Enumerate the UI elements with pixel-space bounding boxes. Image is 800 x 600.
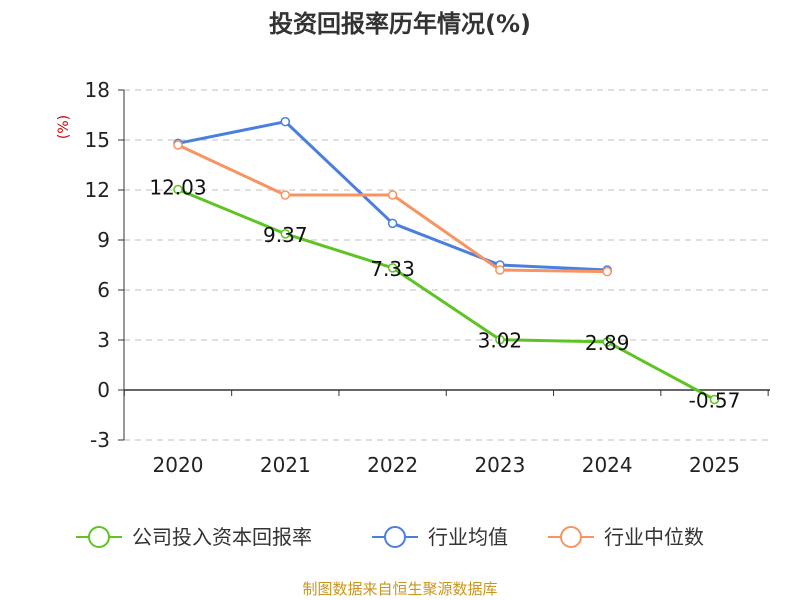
data-point	[173, 140, 183, 150]
data-point	[387, 263, 398, 273]
data-point	[280, 116, 291, 127]
series-layer	[173, 116, 720, 405]
legend-swatch-marker	[384, 526, 406, 548]
legend: 公司投入资本回报率 行业均值 行业中位数	[76, 525, 704, 549]
y-tick-label: 18	[85, 78, 110, 102]
y-tick-label: 0	[97, 378, 110, 402]
legend-label: 公司投入资本回报率	[132, 525, 312, 549]
data-label: 3.02	[478, 329, 523, 353]
y-tick-label: -3	[90, 428, 110, 452]
y-tick-label: 3	[97, 328, 110, 352]
data-point	[602, 337, 612, 347]
data-point	[280, 229, 291, 239]
legend-swatch-marker	[88, 526, 110, 548]
grid-layer	[124, 89, 770, 441]
x-tick-label: 2021	[260, 453, 311, 477]
legend-item[interactable]: 行业均值	[372, 525, 508, 549]
legend-label: 行业中位数	[604, 525, 704, 549]
legend-item[interactable]: 行业中位数	[548, 525, 704, 549]
data-point	[387, 218, 398, 229]
x-tick-label: 2023	[474, 453, 525, 477]
data-point	[495, 334, 505, 345]
data-point	[602, 266, 612, 277]
data-label: 9.37	[263, 223, 308, 247]
legend-item[interactable]: 公司投入资本回报率	[76, 525, 312, 549]
x-tick-label: 2020	[153, 453, 204, 477]
data-label: -0.57	[689, 389, 741, 413]
data-point	[387, 190, 398, 200]
source-note: 制图数据来自恒生聚源数据库	[302, 580, 497, 598]
x-tick-label: 2025	[689, 453, 740, 477]
y-tick-label: 6	[97, 278, 110, 302]
y-tick-label: 15	[85, 128, 110, 152]
data-point	[173, 184, 183, 195]
chart-title: 投资回报率历年情况(%)	[269, 10, 531, 38]
data-label: 2.89	[585, 331, 630, 355]
axis-layer: -3 0 3 6 9 12 15 18 2020 2021 2022 2023 2024 2025	[85, 78, 770, 477]
data-point	[495, 265, 505, 275]
data-label: 7.33	[370, 257, 415, 281]
data-point	[709, 394, 720, 405]
legend-swatch-marker	[560, 526, 582, 548]
series-line	[177, 143, 608, 274]
label-layer: 12.03 9.37 7.33 3.02 2.89 -0.57	[149, 176, 740, 413]
legend-label: 行业均值	[428, 525, 508, 549]
y-tick-label: 12	[85, 178, 110, 202]
series-line	[177, 188, 716, 401]
data-label: 12.03	[149, 176, 206, 200]
y-axis-label: (%)	[56, 115, 72, 139]
data-point	[280, 190, 291, 200]
x-tick-label: 2022	[367, 453, 418, 477]
x-tick-label: 2024	[582, 453, 633, 477]
y-tick-label: 9	[97, 228, 110, 252]
